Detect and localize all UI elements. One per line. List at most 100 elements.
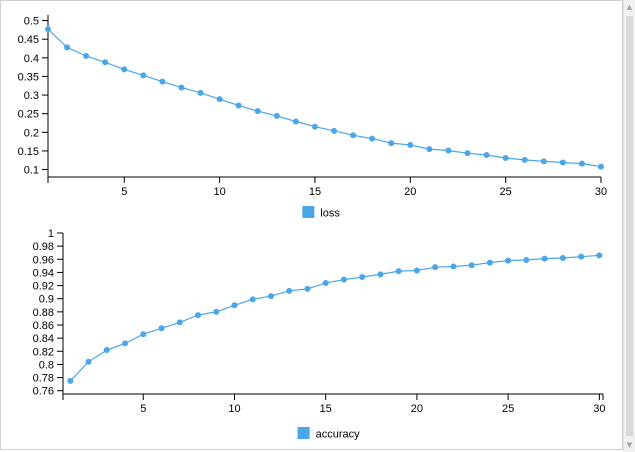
loss-data-point[interactable]	[311, 123, 318, 130]
accuracy-y-tick-label: 0.82	[33, 346, 54, 358]
accuracy-data-point[interactable]	[267, 293, 274, 300]
loss-y-tick-label: 0.5	[24, 16, 39, 28]
loss-data-point[interactable]	[140, 72, 147, 79]
accuracy-data-point[interactable]	[395, 268, 402, 275]
accuracy-y-tick-label: 0.76	[33, 386, 54, 398]
loss-data-point[interactable]	[178, 84, 185, 91]
accuracy-data-point[interactable]	[523, 256, 530, 263]
accuracy-data-point[interactable]	[122, 340, 129, 347]
accuracy-y-tick-label: 0.88	[33, 307, 54, 319]
loss-data-point[interactable]	[521, 156, 528, 163]
loss-data-point[interactable]	[464, 150, 471, 157]
loss-x-tick-label: 5	[121, 186, 127, 198]
accuracy-legend-label[interactable]: accuracy	[316, 429, 361, 441]
accuracy-data-point[interactable]	[541, 255, 548, 262]
accuracy-data-point[interactable]	[85, 358, 92, 365]
loss-y-tick-label: 0.35	[18, 71, 39, 83]
loss-data-point[interactable]	[45, 26, 51, 33]
accuracy-data-point[interactable]	[322, 279, 329, 286]
accuracy-y-tick-label: 1	[48, 228, 54, 240]
loss-data-point[interactable]	[216, 96, 223, 103]
loss-data-point[interactable]	[502, 155, 509, 162]
loss-legend-swatch	[302, 206, 315, 218]
scroll-down-arrow-icon[interactable]: ▼	[626, 441, 633, 449]
loss-data-point[interactable]	[426, 146, 433, 153]
accuracy-y-tick-label: 0.96	[33, 254, 54, 266]
loss-data-point[interactable]	[273, 112, 280, 119]
accuracy-y-tick-label: 0.94	[33, 267, 54, 279]
accuracy-data-point[interactable]	[340, 276, 347, 283]
loss-data-point[interactable]	[159, 78, 166, 85]
loss-data-point[interactable]	[121, 66, 128, 73]
loss-data-point[interactable]	[559, 159, 566, 166]
accuracy-x-tick-label: 30	[593, 403, 605, 415]
accuracy-y-tick-label: 0.92	[33, 281, 54, 293]
accuracy-x-tick-label: 10	[228, 403, 240, 415]
accuracy-data-point[interactable]	[559, 254, 566, 261]
accuracy-x-tick-label: 15	[320, 403, 332, 415]
accuracy-data-point[interactable]	[249, 296, 256, 303]
accuracy-data-point[interactable]	[304, 285, 311, 292]
loss-y-tick-label: 0.25	[18, 109, 39, 121]
accuracy-data-point[interactable]	[359, 274, 366, 281]
accuracy-data-point[interactable]	[231, 302, 238, 309]
accuracy-data-point[interactable]	[578, 253, 585, 260]
accuracy-data-point[interactable]	[596, 252, 603, 259]
accuracy-data-point[interactable]	[377, 271, 384, 278]
loss-x-tick-label: 20	[404, 186, 416, 198]
accuracy-data-point[interactable]	[176, 319, 183, 326]
scrollbar-thumb[interactable]	[626, 16, 633, 436]
accuracy-data-point[interactable]	[505, 257, 512, 264]
accuracy-data-point[interactable]	[67, 377, 74, 384]
loss-legend-label[interactable]: loss	[320, 208, 340, 220]
loss-y-tick-label: 0.2	[24, 127, 39, 139]
vertical-scrollbar[interactable]: ▲ ▼	[623, 0, 635, 452]
loss-data-point[interactable]	[235, 102, 242, 109]
accuracy-data-point[interactable]	[450, 263, 457, 270]
loss-data-point[interactable]	[254, 108, 261, 115]
accuracy-data-point[interactable]	[486, 259, 493, 266]
accuracy-data-point[interactable]	[413, 267, 420, 274]
accuracy-data-point[interactable]	[286, 287, 293, 294]
loss-data-point[interactable]	[83, 52, 90, 59]
accuracy-data-point[interactable]	[432, 264, 439, 271]
loss-data-point[interactable]	[197, 89, 204, 96]
loss-data-point[interactable]	[578, 160, 585, 167]
loss-y-tick-label: 0.3	[24, 90, 39, 102]
loss-data-point[interactable]	[350, 132, 357, 139]
loss-x-tick-label: 10	[213, 186, 225, 198]
loss-series-line	[47, 28, 602, 168]
accuracy-y-tick-label: 0.84	[33, 333, 54, 345]
accuracy-data-point[interactable]	[103, 346, 110, 353]
loss-data-point[interactable]	[369, 135, 376, 142]
accuracy-data-point[interactable]	[213, 308, 220, 315]
loss-data-point[interactable]	[388, 140, 395, 147]
accuracy-data-point[interactable]	[468, 262, 475, 269]
loss-y-tick-label: 0.15	[18, 146, 39, 158]
accuracy-data-point[interactable]	[140, 331, 147, 338]
loss-x-tick-label: 30	[595, 186, 607, 198]
loss-data-point[interactable]	[331, 127, 338, 134]
loss-x-tick-label: 15	[309, 186, 321, 198]
loss-data-point[interactable]	[102, 59, 109, 66]
accuracy-legend-swatch	[297, 427, 310, 439]
loss-y-tick-label: 0.4	[24, 53, 39, 65]
loss-data-point[interactable]	[64, 44, 71, 51]
accuracy-y-tick-label: 0.8	[39, 359, 54, 371]
loss-data-point[interactable]	[598, 163, 604, 170]
loss-data-point[interactable]	[483, 152, 490, 159]
scroll-up-arrow-icon[interactable]: ▲	[626, 3, 633, 11]
accuracy-data-point[interactable]	[195, 312, 201, 319]
accuracy-data-point[interactable]	[158, 325, 165, 332]
loss-data-point[interactable]	[540, 158, 547, 165]
accuracy-y-tick-label: 0.86	[33, 320, 54, 332]
accuracy-x-tick-label: 5	[140, 403, 146, 415]
loss-data-point[interactable]	[407, 141, 414, 148]
loss-x-tick-label: 25	[500, 186, 512, 198]
loss-chart: 0.1 0.15 0.2 0.25 0.3 0.35 0.4 0.45 0.5 5 10 15 20 25…	[18, 15, 607, 220]
accuracy-y-tick-label: 0.78	[33, 373, 54, 385]
loss-data-point[interactable]	[292, 118, 299, 125]
accuracy-chart: 0.760.780.80.820.840.860.880.90.920.940.…	[33, 228, 606, 441]
loss-data-point[interactable]	[445, 147, 452, 154]
